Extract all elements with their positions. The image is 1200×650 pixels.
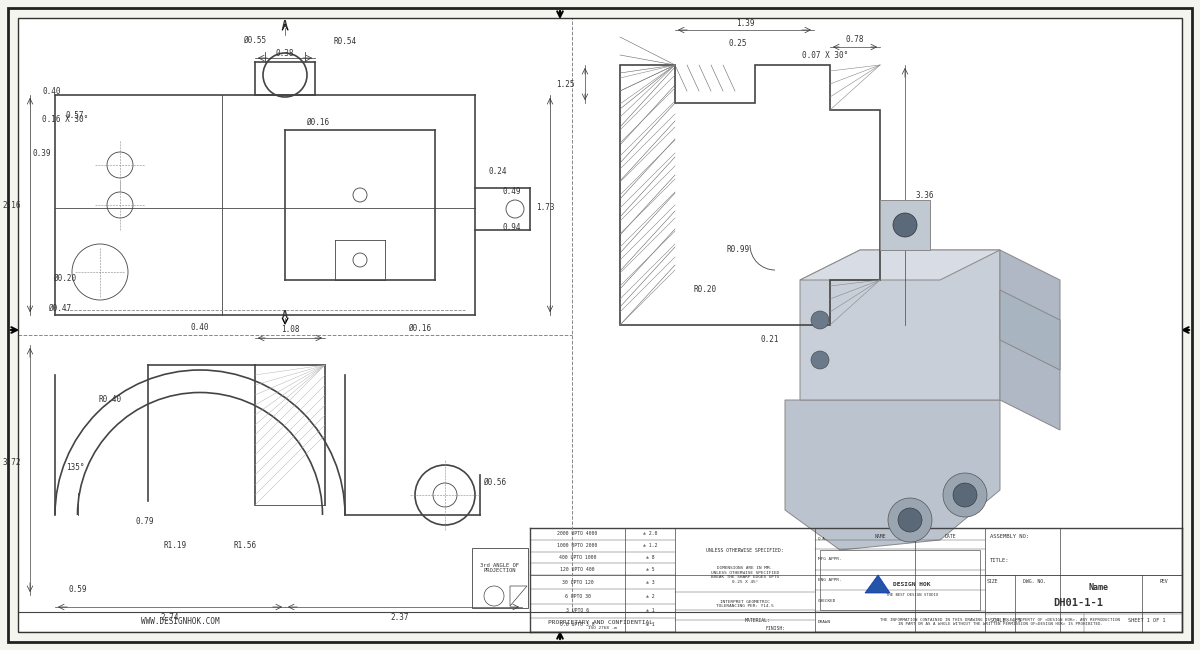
- Text: R0.54: R0.54: [334, 38, 356, 47]
- Text: 0.16 X 30°: 0.16 X 30°: [42, 116, 89, 125]
- Text: Ø0.47: Ø0.47: [48, 304, 72, 313]
- Text: MFG APPR.: MFG APPR.: [818, 557, 841, 561]
- Text: DESIGN HOK: DESIGN HOK: [893, 582, 931, 588]
- Text: 0.59: 0.59: [68, 586, 88, 595]
- Text: NAME: NAME: [875, 534, 886, 538]
- Text: 0.78: 0.78: [846, 36, 864, 44]
- Text: ± 3: ± 3: [646, 580, 654, 584]
- Text: ± 1: ± 1: [646, 623, 654, 627]
- Text: ENG APPR.: ENG APPR.: [818, 578, 841, 582]
- Text: R1.56: R1.56: [234, 541, 257, 549]
- Text: 6 UPTO 30: 6 UPTO 30: [564, 594, 590, 599]
- Text: ± 2: ± 2: [646, 594, 654, 599]
- Text: ASSEMBLY NO:: ASSEMBLY NO:: [990, 534, 1030, 538]
- Text: 0.40: 0.40: [43, 88, 61, 96]
- Text: 0.57: 0.57: [66, 111, 84, 120]
- Circle shape: [953, 483, 977, 507]
- Text: A: A: [282, 310, 288, 320]
- Text: 0.39: 0.39: [32, 150, 52, 159]
- Text: 400 UPTO 1000: 400 UPTO 1000: [559, 555, 596, 560]
- Polygon shape: [19, 19, 1181, 631]
- Text: 120 UPTO 400: 120 UPTO 400: [560, 567, 595, 571]
- Text: INTERPRET GEOMETRIC
TOLERANCING PER: Y14.5: INTERPRET GEOMETRIC TOLERANCING PER: Y14…: [716, 600, 774, 608]
- Text: THE BEST DESIGN STUDIO: THE BEST DESIGN STUDIO: [886, 593, 938, 597]
- Text: 2.16: 2.16: [2, 200, 22, 209]
- Text: DIMENSIONS ARE IN MM.
UNLESS OTHERWISE SPECIFIED
BREAK THE SHARP EDGES UPTO
0.25: DIMENSIONS ARE IN MM. UNLESS OTHERWISE S…: [710, 566, 779, 584]
- Polygon shape: [1000, 250, 1060, 430]
- Text: 0.07 X 30°: 0.07 X 30°: [802, 51, 848, 60]
- Text: 1.73: 1.73: [535, 203, 554, 213]
- Text: 0.25: 0.25: [728, 38, 748, 47]
- Polygon shape: [880, 200, 930, 250]
- Text: DWG. NO.: DWG. NO.: [1022, 579, 1046, 584]
- Text: 0.6 UPTO 3.0: 0.6 UPTO 3.0: [560, 623, 595, 627]
- Text: 3.72: 3.72: [2, 458, 22, 467]
- Circle shape: [943, 473, 986, 517]
- Text: SIZE: SIZE: [986, 579, 998, 584]
- Text: 3 UPTO 6: 3 UPTO 6: [566, 608, 589, 613]
- Polygon shape: [800, 250, 1000, 280]
- Text: Ø0.56: Ø0.56: [484, 478, 506, 486]
- Text: CHECKED: CHECKED: [818, 599, 836, 603]
- Text: 135°: 135°: [66, 463, 84, 473]
- Polygon shape: [785, 400, 1000, 550]
- Text: Name: Name: [1088, 582, 1109, 592]
- Text: 2.74: 2.74: [161, 612, 179, 621]
- Text: Ø0.20: Ø0.20: [54, 274, 77, 283]
- Text: 1.08: 1.08: [281, 326, 299, 335]
- Text: SHEET 1 OF 1: SHEET 1 OF 1: [1128, 618, 1165, 623]
- Text: ± 2.0: ± 2.0: [643, 532, 658, 536]
- Text: ISO 2768 -m: ISO 2768 -m: [588, 626, 617, 630]
- Text: PROPRIETARY AND CONFIDENTIAL: PROPRIETARY AND CONFIDENTIAL: [547, 619, 653, 625]
- Text: ± 5: ± 5: [646, 567, 654, 571]
- Text: 2.37: 2.37: [391, 612, 409, 621]
- Text: ± 1.2: ± 1.2: [643, 543, 658, 548]
- Polygon shape: [800, 250, 1000, 400]
- Text: Q.A.: Q.A.: [818, 536, 828, 540]
- Circle shape: [888, 498, 932, 542]
- Text: 0.21: 0.21: [761, 335, 779, 345]
- Text: DATE: DATE: [944, 534, 955, 538]
- Text: MATERIAL:: MATERIAL:: [745, 618, 770, 623]
- Text: 1.25: 1.25: [556, 79, 575, 88]
- Text: SCALE: 4:5: SCALE: 4:5: [990, 618, 1021, 623]
- Text: 0.24: 0.24: [488, 168, 508, 177]
- Text: TITLE:: TITLE:: [990, 558, 1009, 562]
- Text: ± 8: ± 8: [646, 555, 654, 560]
- Text: 0.38: 0.38: [276, 49, 294, 57]
- Text: DRAWN: DRAWN: [818, 619, 832, 623]
- Text: 1000 UPTO 2000: 1000 UPTO 2000: [557, 543, 598, 548]
- Text: THE INFORMATION CONTAINED IN THIS DRAWING IS THE SOLE PROPERTY OF <DESIGN HOK>. : THE INFORMATION CONTAINED IN THIS DRAWIN…: [880, 618, 1120, 627]
- Text: 30 UPTO 120: 30 UPTO 120: [562, 580, 593, 584]
- Text: 0.49: 0.49: [503, 187, 521, 196]
- Text: FINISH:: FINISH:: [766, 625, 785, 630]
- Text: 0.79: 0.79: [136, 517, 155, 526]
- Text: WWW.DESIGNHOK.COM: WWW.DESIGNHOK.COM: [140, 618, 220, 627]
- Text: REV: REV: [1159, 579, 1169, 584]
- Text: 3.36: 3.36: [916, 190, 935, 200]
- Text: 1.39: 1.39: [736, 18, 755, 27]
- Text: Ø0.55: Ø0.55: [244, 36, 266, 44]
- Text: DH01-1-1: DH01-1-1: [1054, 599, 1104, 608]
- Polygon shape: [1000, 290, 1060, 370]
- Text: R0.20: R0.20: [694, 285, 716, 294]
- Circle shape: [811, 311, 829, 329]
- Text: A: A: [282, 20, 288, 30]
- Text: R1.19: R1.19: [163, 541, 186, 549]
- Text: UNLESS OTHERWISE SPECIFIED:: UNLESS OTHERWISE SPECIFIED:: [706, 547, 784, 552]
- Circle shape: [811, 351, 829, 369]
- Text: 0.40: 0.40: [191, 324, 209, 333]
- Text: R0.40: R0.40: [98, 395, 121, 404]
- Polygon shape: [865, 575, 890, 593]
- Text: Ø0.16: Ø0.16: [408, 324, 432, 333]
- Text: R0.99: R0.99: [726, 246, 750, 255]
- Circle shape: [898, 508, 922, 532]
- Text: 2000 UPTO 4000: 2000 UPTO 4000: [557, 532, 598, 536]
- Text: Ø0.16: Ø0.16: [306, 118, 330, 127]
- Text: ± 1: ± 1: [646, 608, 654, 613]
- Text: 0.94: 0.94: [503, 224, 521, 233]
- Text: 3rd ANGLE OF
PROJECTION: 3rd ANGLE OF PROJECTION: [480, 563, 520, 573]
- Circle shape: [893, 213, 917, 237]
